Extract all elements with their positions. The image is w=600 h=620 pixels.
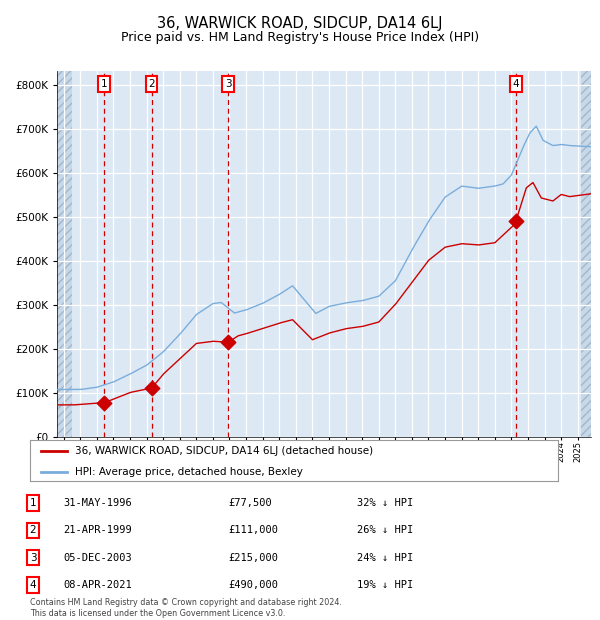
Text: 21-APR-1999: 21-APR-1999 [63,525,132,535]
Text: £215,000: £215,000 [228,552,278,562]
Text: £111,000: £111,000 [228,525,278,535]
Text: 4: 4 [29,580,37,590]
Text: 24% ↓ HPI: 24% ↓ HPI [357,552,413,562]
Text: 36, WARWICK ROAD, SIDCUP, DA14 6LJ (detached house): 36, WARWICK ROAD, SIDCUP, DA14 6LJ (deta… [75,446,373,456]
Text: £77,500: £77,500 [228,498,272,508]
Text: 26% ↓ HPI: 26% ↓ HPI [357,525,413,535]
Text: 2: 2 [148,79,155,89]
Text: Price paid vs. HM Land Registry's House Price Index (HPI): Price paid vs. HM Land Registry's House … [121,31,479,43]
Text: 32% ↓ HPI: 32% ↓ HPI [357,498,413,508]
Text: 3: 3 [29,552,37,562]
Text: 3: 3 [225,79,232,89]
Text: 05-DEC-2003: 05-DEC-2003 [63,552,132,562]
Text: 1: 1 [100,79,107,89]
Point [511,216,521,226]
Text: £490,000: £490,000 [228,580,278,590]
Text: 4: 4 [512,79,519,89]
Text: 08-APR-2021: 08-APR-2021 [63,580,132,590]
Point [223,337,233,347]
Text: 1: 1 [29,498,37,508]
Point [147,383,157,393]
Text: 19% ↓ HPI: 19% ↓ HPI [357,580,413,590]
Text: HPI: Average price, detached house, Bexley: HPI: Average price, detached house, Bexl… [75,467,303,477]
Text: Contains HM Land Registry data © Crown copyright and database right 2024.
This d: Contains HM Land Registry data © Crown c… [30,598,342,618]
Text: 2: 2 [29,525,37,535]
Text: 36, WARWICK ROAD, SIDCUP, DA14 6LJ: 36, WARWICK ROAD, SIDCUP, DA14 6LJ [157,16,443,31]
Point [99,398,109,408]
Text: 31-MAY-1996: 31-MAY-1996 [63,498,132,508]
